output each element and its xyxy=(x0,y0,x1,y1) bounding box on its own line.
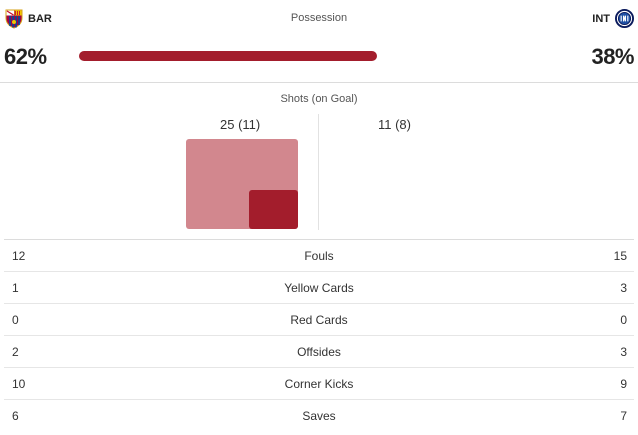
stat-home-value: 0 xyxy=(12,313,19,327)
stat-label: Corner Kicks xyxy=(284,377,354,391)
stat-away-value: 7 xyxy=(620,409,627,423)
inter-crest-icon xyxy=(615,9,634,28)
home-shots-value: 25 (11) xyxy=(220,117,261,132)
shots-divider xyxy=(318,114,319,230)
stat-row: 10 Corner Kicks 9 xyxy=(4,368,634,400)
stat-away-value: 0 xyxy=(620,313,627,327)
stat-row: 2 Offsides 3 xyxy=(4,336,634,368)
possession-section: BAR Possession INT 62% 38% xyxy=(0,0,638,83)
stat-away-value: 3 xyxy=(620,345,627,359)
possession-bar-track xyxy=(79,51,559,61)
away-team-abbr: INT xyxy=(592,12,610,25)
home-possession-value: 62% xyxy=(4,44,47,69)
stat-row: 0 Red Cards 0 xyxy=(4,304,634,336)
away-possession-value: 38% xyxy=(591,44,634,69)
stat-home-value: 10 xyxy=(12,377,26,391)
possession-bar-home xyxy=(79,51,377,61)
stat-row: 6 Saves 7 xyxy=(4,400,634,431)
shots-title: Shots (on Goal) xyxy=(280,93,358,105)
stat-away-value: 3 xyxy=(620,281,627,295)
stat-label: Offsides xyxy=(297,345,341,359)
away-team: INT xyxy=(592,9,634,28)
home-shots-total-box xyxy=(186,139,298,229)
stat-home-value: 12 xyxy=(12,249,26,263)
stat-label: Yellow Cards xyxy=(284,281,354,295)
stat-away-value: 15 xyxy=(613,249,627,263)
stat-label: Saves xyxy=(302,409,336,423)
stat-row: 1 Yellow Cards 3 xyxy=(4,272,634,304)
stat-away-value: 9 xyxy=(620,377,627,391)
home-shots-on-goal-box xyxy=(249,190,298,229)
stat-label: Fouls xyxy=(304,249,334,263)
possession-title: Possession xyxy=(290,12,348,24)
home-team: BAR xyxy=(5,9,52,29)
stat-home-value: 6 xyxy=(12,409,19,423)
stat-label: Red Cards xyxy=(290,313,348,327)
home-team-abbr: BAR xyxy=(28,13,52,25)
barcelona-crest-icon xyxy=(5,9,23,29)
stat-home-value: 2 xyxy=(12,345,19,359)
away-shots-value: 11 (8) xyxy=(378,117,411,132)
stat-row: 12 Fouls 15 xyxy=(4,240,634,272)
stat-home-value: 1 xyxy=(12,281,19,295)
stats-table: 12 Fouls 15 1 Yellow Cards 3 0 Red Cards 0 2 Offsi… xyxy=(4,239,634,431)
